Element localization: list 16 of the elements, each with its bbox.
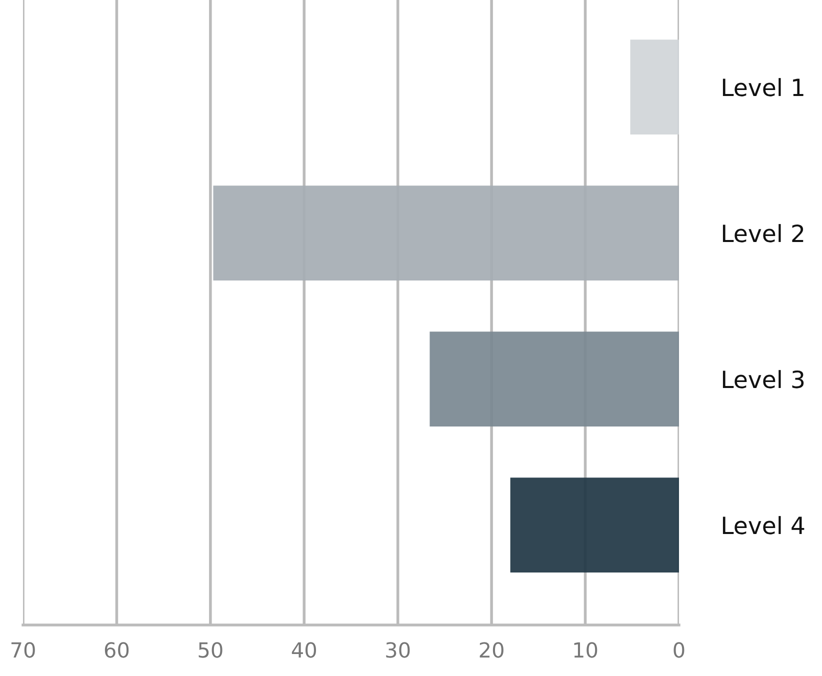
x-tick-label: 10 xyxy=(574,642,598,658)
x-tick-label: 40 xyxy=(292,642,316,658)
bar xyxy=(630,40,679,134)
bar xyxy=(213,186,679,280)
x-tick-label: 50 xyxy=(198,642,222,658)
x-tick-label: 70 xyxy=(11,642,35,658)
x-tick-label: 0 xyxy=(674,642,684,658)
y-tick-label: Level 4 xyxy=(722,516,804,534)
bar xyxy=(430,332,679,426)
x-tick-label: 60 xyxy=(104,642,129,658)
x-tick-label: 20 xyxy=(480,642,504,658)
bar xyxy=(510,478,679,572)
y-tick-label: Level 1 xyxy=(722,78,804,96)
x-tick-label: 30 xyxy=(386,642,410,658)
y-tick-label: Level 3 xyxy=(722,370,804,388)
y-tick-label: Level 2 xyxy=(722,224,804,242)
